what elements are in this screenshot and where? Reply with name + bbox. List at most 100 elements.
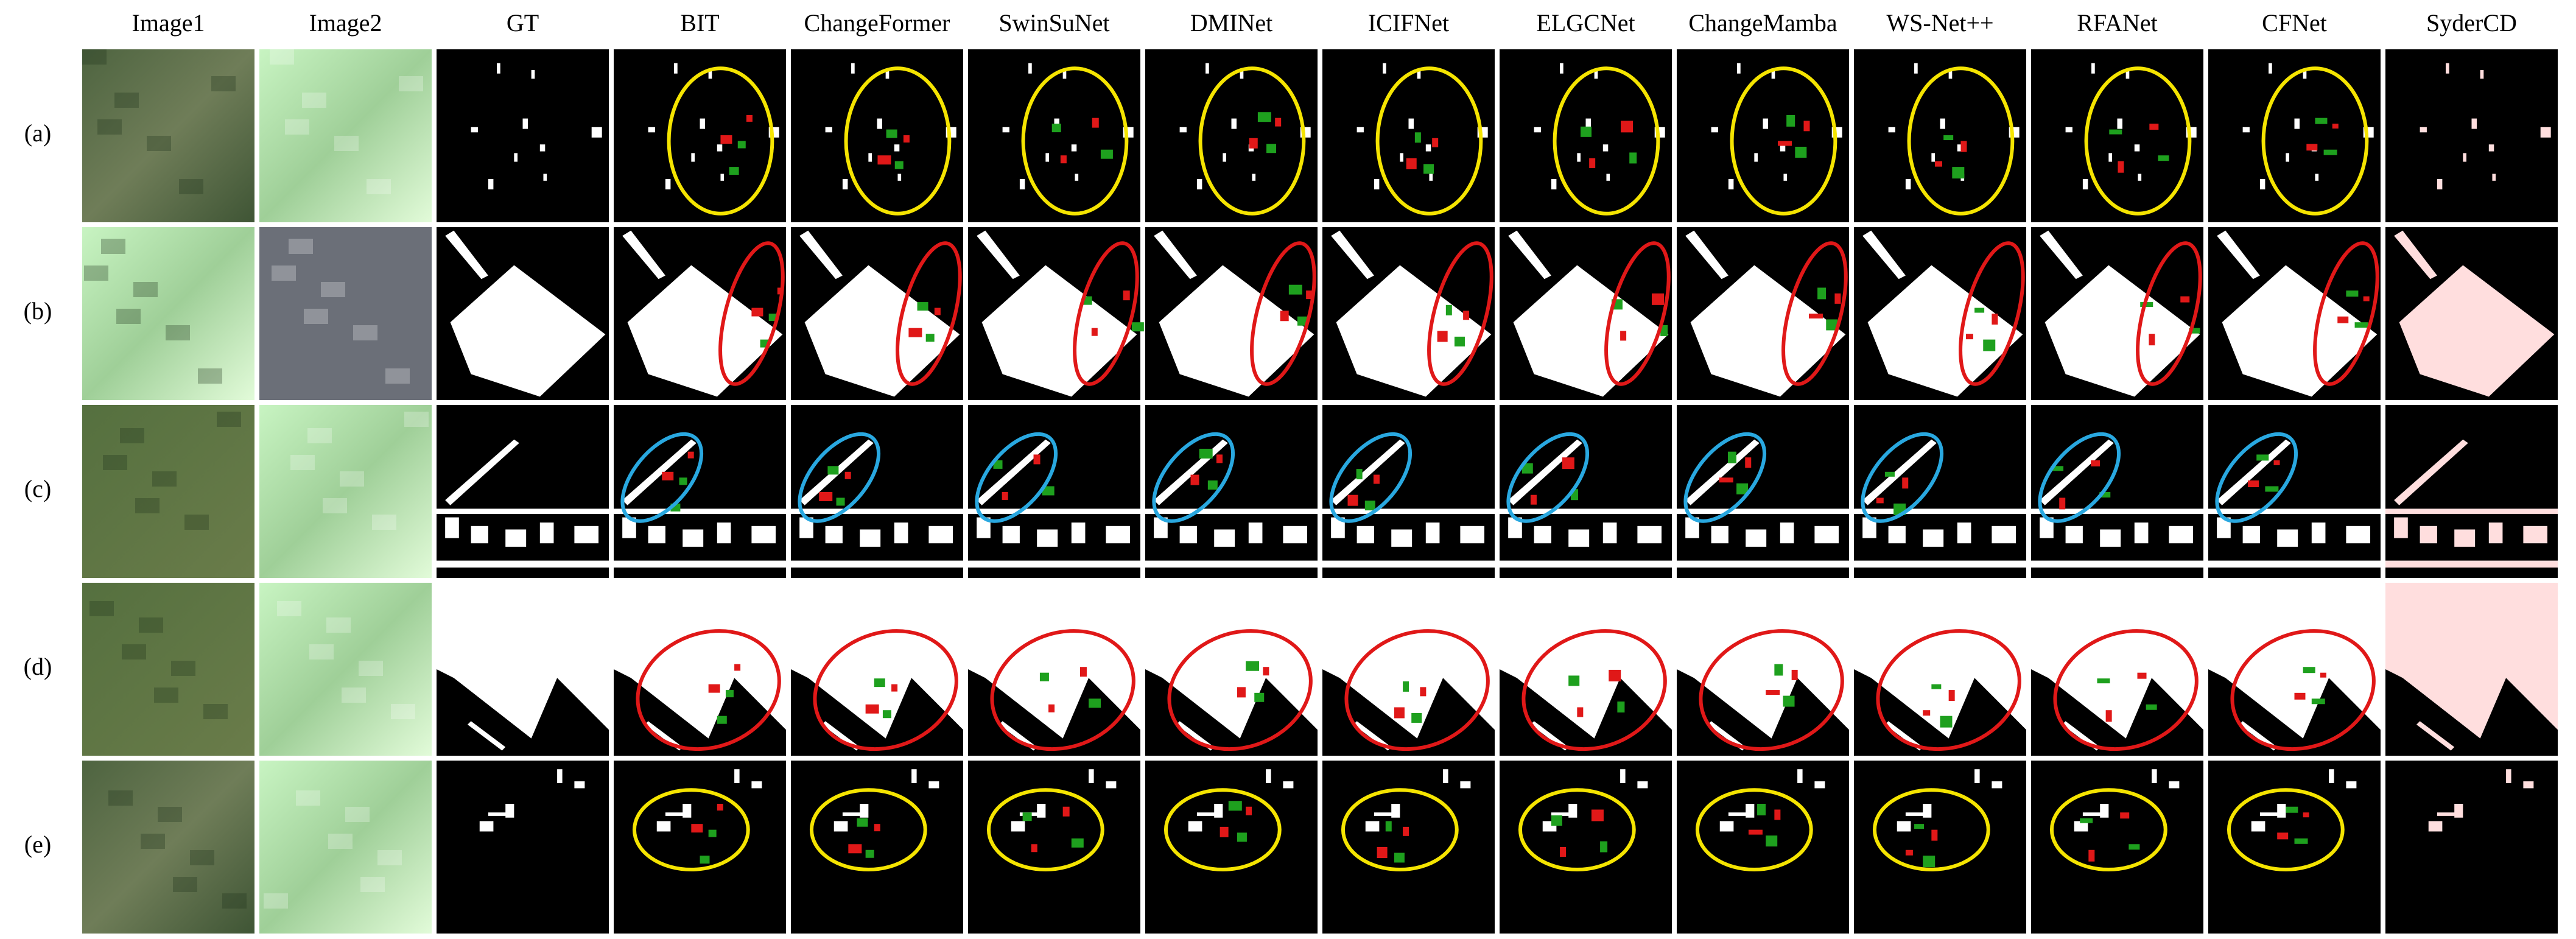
change-region — [557, 769, 563, 783]
change-region — [1283, 781, 1294, 789]
missed-detection — [1089, 698, 1101, 708]
change-region — [622, 439, 697, 505]
missed-detection — [1403, 681, 1409, 692]
texture — [179, 179, 203, 194]
missed-detection — [1795, 146, 1807, 158]
change-region — [1054, 118, 1059, 129]
change-region — [450, 265, 606, 397]
change-region — [1534, 127, 1541, 133]
change-region — [791, 508, 963, 514]
missed-detection — [1364, 501, 1375, 511]
missed-detection — [836, 498, 845, 506]
missed-detection — [2140, 302, 2153, 308]
change-region — [2315, 174, 2319, 181]
false-alarm — [1306, 290, 1313, 300]
change-region — [543, 174, 547, 181]
image-cell — [1322, 405, 1495, 578]
image-cell — [259, 761, 432, 934]
change-region — [1179, 526, 1197, 544]
change-region — [1914, 63, 1918, 74]
change-region — [2523, 526, 2548, 544]
missed-detection — [1288, 284, 1302, 295]
missed-detection — [1617, 702, 1625, 713]
change-region — [1867, 265, 2023, 397]
change-region — [1374, 179, 1380, 190]
change-region — [2399, 265, 2555, 397]
missed-detection — [729, 167, 739, 175]
false-alarm — [1876, 498, 1884, 504]
change-region — [622, 517, 636, 538]
image-cell — [2385, 761, 2558, 934]
missed-detection — [882, 710, 891, 719]
satellite-image — [82, 583, 254, 756]
image-cell — [2208, 405, 2381, 578]
image-cell — [259, 227, 432, 400]
image-cell — [791, 49, 963, 222]
false-alarm — [2118, 161, 2124, 173]
column-header: BIT — [680, 9, 719, 37]
change-region — [1534, 526, 1551, 544]
row-label: (b) — [24, 297, 52, 325]
missed-detection — [1600, 841, 1608, 853]
texture — [289, 239, 313, 254]
change-region — [1957, 144, 1963, 152]
change-region — [1508, 230, 1551, 280]
false-alarm — [717, 804, 723, 811]
false-alarm — [1033, 454, 1041, 465]
image-cell — [2031, 227, 2203, 400]
false-alarm — [1220, 826, 1229, 837]
missed-detection — [1736, 483, 1749, 494]
change-region — [2040, 439, 2114, 505]
column-header: WS-Net++ — [1886, 9, 1993, 37]
texture — [217, 412, 241, 427]
change-region — [717, 144, 723, 152]
change-region — [1145, 583, 1318, 739]
missed-detection — [1757, 804, 1766, 815]
missed-detection — [1394, 853, 1405, 863]
change-region — [2134, 522, 2149, 544]
image-cell — [614, 227, 786, 400]
highlight-ellipse — [1341, 788, 1459, 871]
false-alarm — [1620, 331, 1627, 341]
false-alarm — [1960, 141, 1967, 152]
change-region — [877, 118, 882, 129]
false-alarm — [1530, 494, 1537, 505]
false-alarm — [1935, 161, 1943, 167]
texture — [171, 661, 195, 676]
false-alarm — [1778, 141, 1792, 146]
change-region — [471, 526, 488, 544]
change-region — [2471, 118, 2477, 129]
missed-detection — [1766, 835, 1778, 847]
change-region — [1746, 529, 1767, 547]
missed-detection — [1356, 469, 1363, 480]
texture — [296, 790, 320, 806]
change-region — [1797, 769, 1803, 783]
change-region — [1374, 812, 1395, 816]
false-alarm — [1965, 334, 1973, 340]
false-alarm — [2337, 316, 2349, 323]
change-region — [894, 144, 900, 152]
change-region — [1331, 230, 1374, 280]
image-cell — [1322, 49, 1495, 222]
missed-detection — [1423, 164, 1434, 174]
change-region — [2488, 144, 2494, 152]
change-region — [1992, 781, 2002, 789]
missed-detection — [2099, 491, 2111, 498]
satellite-image — [259, 405, 432, 578]
change-region — [968, 583, 1140, 739]
false-alarm — [1249, 138, 1258, 149]
highlight-ellipse — [2215, 432, 2298, 523]
change-region — [1356, 526, 1374, 544]
highlight-ellipse — [798, 432, 881, 523]
false-alarm — [1774, 809, 1781, 820]
image-cell — [1854, 761, 2026, 934]
change-region — [2385, 508, 2558, 514]
missed-detection — [993, 460, 1003, 469]
change-region — [1728, 812, 1749, 816]
change-region — [1179, 127, 1187, 133]
false-alarm — [2091, 460, 2100, 466]
change-region — [1602, 522, 1617, 544]
texture — [285, 119, 309, 135]
image-cell — [968, 761, 1140, 934]
image-cell — [614, 49, 786, 222]
